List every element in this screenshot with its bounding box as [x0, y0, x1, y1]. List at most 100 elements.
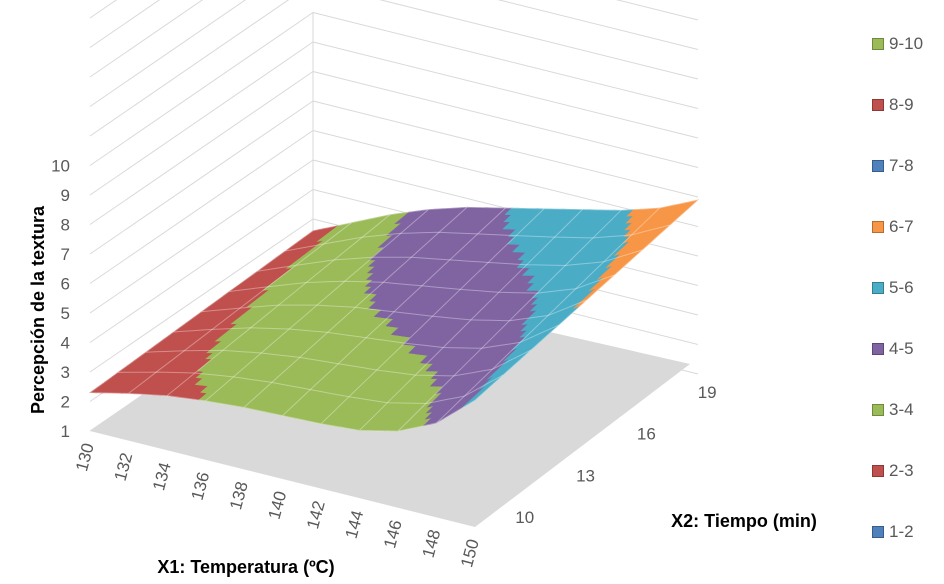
mesh-line	[257, 249, 643, 272]
legend-swatch	[872, 465, 884, 477]
z-axis-title: Percepción de la textura	[28, 205, 48, 414]
mesh-line	[282, 207, 506, 416]
x-tick-label: 130	[72, 441, 98, 473]
legend-label: 6-7	[889, 217, 914, 236]
legend-label: 1-2	[889, 522, 914, 541]
x-tick-label: 144	[342, 508, 368, 540]
mesh-line	[89, 230, 314, 394]
mesh-line	[128, 222, 352, 394]
y-tick-label: 19	[698, 383, 717, 402]
mesh-line	[243, 206, 468, 408]
mesh-line	[436, 207, 660, 424]
grid-line	[89, 71, 314, 225]
z-tick-label: 1	[61, 422, 70, 441]
legend-label: 3-4	[889, 400, 914, 419]
z-tick-label: 9	[61, 186, 70, 205]
legend-item: 3-4	[872, 400, 914, 420]
legend-label: 8-9	[889, 95, 914, 114]
legend-item: 7-8	[872, 156, 914, 176]
x-tick-label: 146	[380, 518, 406, 550]
z-tick-label: 3	[61, 363, 70, 382]
mesh-line	[229, 274, 615, 294]
legend-label: 5-6	[889, 278, 914, 297]
z-tick-label: 10	[51, 157, 70, 176]
mesh-line	[320, 208, 545, 425]
legend-swatch	[872, 221, 884, 233]
grid-line	[497, 0, 699, 50]
surface	[89, 199, 700, 432]
x-tick-label: 140	[265, 489, 291, 521]
mesh-line	[89, 392, 476, 432]
y-axis-title: X2: Tiempo (min)	[671, 511, 817, 531]
legend-swatch	[872, 38, 884, 50]
mesh-line	[145, 349, 532, 377]
x-tick-label: 142	[303, 499, 329, 531]
grid-line	[89, 0, 204, 78]
x-tick-label: 148	[419, 528, 445, 560]
legend-label: 7-8	[889, 156, 914, 175]
legend-swatch	[872, 404, 884, 416]
x-tick-label: 138	[226, 480, 252, 512]
legend-item: 6-7	[872, 217, 914, 237]
legend-swatch	[872, 526, 884, 538]
mesh-line	[173, 324, 559, 349]
grid-line	[89, 0, 161, 48]
z-tick-label: 8	[61, 216, 70, 235]
legend-swatch	[872, 160, 884, 172]
z-axis-ticks: 1 2 3 4 5 6 7 8 9 10	[51, 157, 70, 442]
mesh-line	[359, 209, 583, 431]
legend-label: 2-3	[889, 461, 914, 480]
z-tick-label: 5	[61, 304, 70, 323]
mesh-line	[474, 199, 699, 401]
surface-mesh	[89, 199, 699, 432]
x-tick-label: 134	[149, 460, 175, 492]
legend-item: 2-3	[872, 461, 914, 481]
y-tick-label: 10	[515, 508, 534, 527]
grid-line	[89, 218, 314, 373]
legend-item: 9-10	[872, 34, 923, 54]
x-tick-label: 136	[188, 470, 214, 502]
grid-line	[89, 0, 247, 107]
grid-line	[89, 159, 314, 314]
grid-line	[89, 100, 314, 255]
grid-line	[312, 12, 699, 109]
grid-line	[89, 12, 314, 166]
grid-line	[312, 71, 699, 168]
legend-swatch	[872, 99, 884, 111]
x-tick-label: 150	[457, 537, 483, 569]
mesh-line	[285, 224, 671, 252]
grid-line	[89, 41, 314, 196]
legend-item: 5-6	[872, 278, 914, 298]
z-tick-label: 4	[61, 334, 70, 353]
legend-item: 4-5	[872, 339, 914, 359]
legend-label: 4-5	[889, 339, 914, 358]
grid-line	[89, 189, 314, 343]
mesh-line	[397, 209, 622, 432]
grid-line	[89, 0, 118, 19]
grid-line	[89, 130, 314, 284]
mesh-line	[205, 209, 429, 402]
mesh-line	[312, 199, 699, 232]
legend-item: 1-2	[872, 522, 914, 542]
grid-line	[89, 0, 290, 137]
y-tick-label: 13	[576, 466, 595, 485]
y-tick-label: 16	[637, 425, 656, 444]
mesh-line	[166, 214, 391, 396]
surface-cell	[468, 393, 483, 405]
wall-gridlines	[89, 0, 699, 432]
legend-label: 9-10	[889, 34, 924, 53]
y-axis-ticks: 10 13 16 19	[515, 383, 716, 527]
x-axis-title: X1: Temperatura (ºC)	[157, 557, 334, 577]
mesh-line	[201, 299, 587, 322]
grid-line	[312, 41, 699, 139]
legend-item: 8-9	[872, 95, 914, 115]
legend-swatch	[872, 282, 884, 294]
x-tick-label: 132	[111, 451, 137, 483]
grid-line	[312, 100, 699, 198]
legend-swatch	[872, 343, 884, 355]
grid-line	[615, 0, 699, 21]
z-tick-label: 6	[61, 275, 70, 294]
mesh-line	[117, 371, 504, 405]
grid-line	[379, 0, 699, 80]
